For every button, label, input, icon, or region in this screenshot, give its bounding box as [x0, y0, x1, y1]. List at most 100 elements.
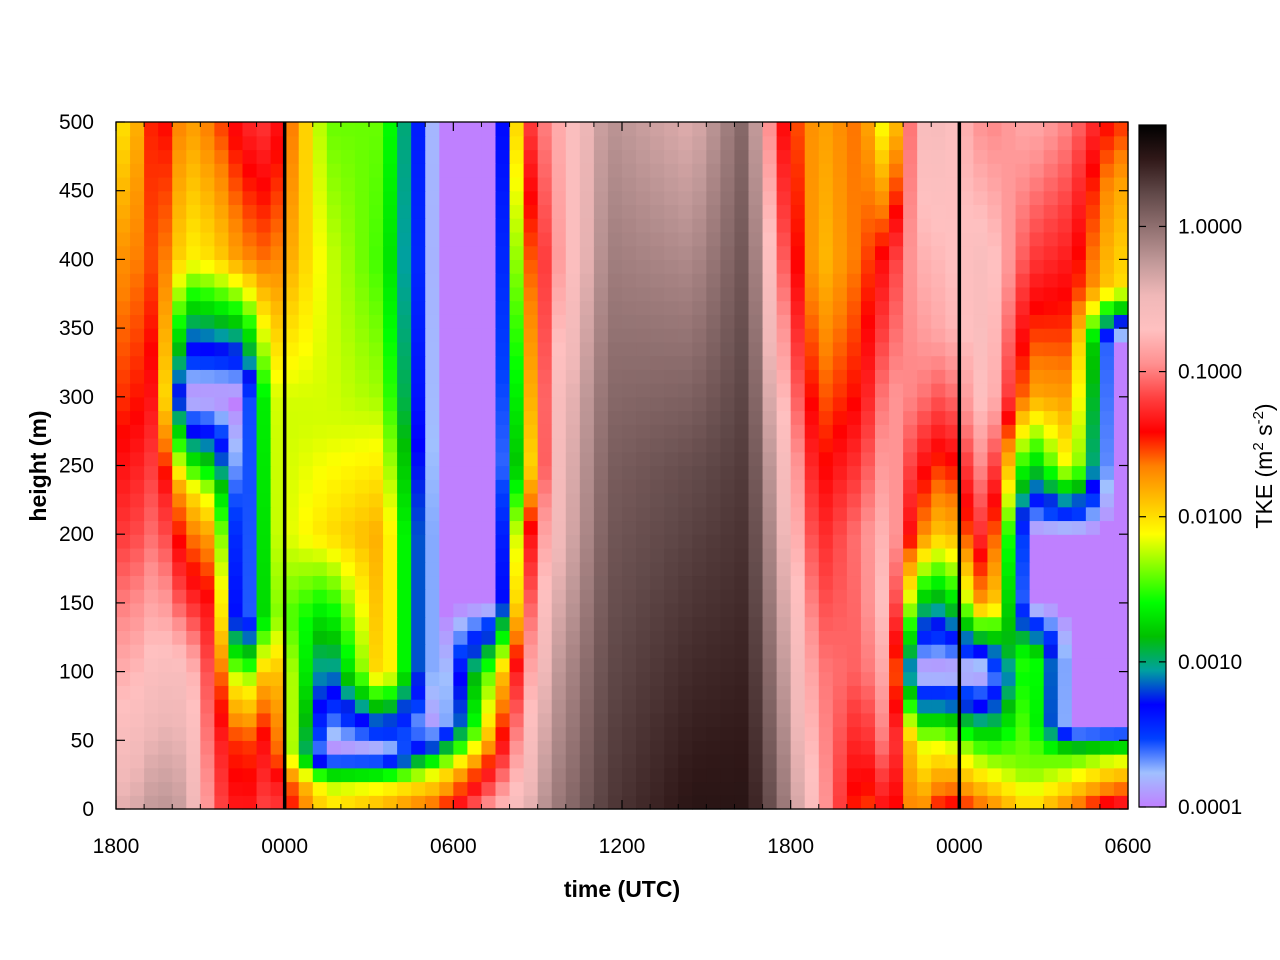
- heat-cell: [340, 671, 356, 686]
- heat-cell: [692, 506, 707, 522]
- heat-cell: [875, 383, 890, 398]
- heat-cell: [298, 259, 314, 274]
- heat-cell: [523, 424, 539, 439]
- heat-cell: [875, 231, 890, 247]
- heat-cell: [1071, 479, 1087, 494]
- heat-cell: [116, 341, 131, 357]
- heat-cell: [748, 286, 764, 302]
- heat-cell: [860, 300, 876, 315]
- heat-cell: [804, 534, 820, 549]
- heat-cell: [622, 438, 637, 453]
- heat-cell: [551, 520, 567, 535]
- heat-cell: [270, 135, 286, 151]
- heat-cell: [678, 451, 693, 467]
- heat-cell: [326, 218, 342, 233]
- heat-cell: [481, 657, 497, 673]
- heat-cell: [678, 410, 693, 425]
- heat-cell: [397, 547, 412, 563]
- heat-cell: [200, 438, 215, 453]
- heat-cell: [228, 754, 244, 769]
- heat-cell: [720, 355, 736, 370]
- heat-cell: [579, 273, 595, 288]
- heat-cell: [214, 754, 230, 769]
- heat-cell: [354, 465, 370, 480]
- heat-cell: [1015, 561, 1031, 577]
- heat-cell: [1085, 575, 1101, 590]
- heat-cell: [776, 644, 792, 659]
- heat-cell: [467, 602, 483, 618]
- heat-cell: [172, 589, 187, 604]
- heat-cell: [172, 795, 187, 810]
- heat-cell: [411, 190, 426, 206]
- heat-cell: [720, 245, 736, 260]
- heat-cell: [973, 149, 989, 164]
- heat-cell: [846, 328, 862, 343]
- heat-cell: [467, 616, 483, 631]
- heat-cell: [692, 492, 707, 508]
- heat-cell: [172, 300, 187, 315]
- heat-cell: [846, 122, 862, 137]
- heat-cell: [776, 204, 792, 219]
- heat-cell: [593, 657, 609, 673]
- heat-cell: [439, 630, 454, 645]
- heat-cell: [1113, 492, 1129, 508]
- heat-cell: [284, 699, 300, 714]
- heat-cell: [439, 149, 454, 164]
- heat-cell: [158, 218, 173, 233]
- heat-cell: [1043, 602, 1059, 618]
- heat-cell: [537, 451, 553, 467]
- heat-cell: [664, 630, 679, 645]
- heat-cell: [762, 122, 778, 137]
- heat-cell: [1029, 176, 1045, 192]
- heat-cell: [860, 355, 876, 370]
- heat-cell: [790, 231, 806, 247]
- heat-cell: [903, 561, 918, 577]
- heat-cell: [411, 300, 426, 315]
- heat-cell: [481, 286, 497, 302]
- heat-cell: [818, 410, 834, 425]
- heat-cell: [340, 383, 356, 398]
- heat-cell: [1001, 561, 1017, 577]
- heat-cell: [495, 575, 511, 590]
- heat-cell: [354, 740, 370, 755]
- heat-cell: [593, 712, 609, 728]
- heat-cell: [846, 479, 862, 494]
- heat-cell: [931, 589, 946, 604]
- heat-cell: [720, 465, 736, 480]
- heat-cell: [537, 726, 553, 741]
- heat-cell: [776, 328, 792, 343]
- heat-cell: [411, 369, 426, 384]
- heat-cell: [622, 245, 637, 260]
- heat-cell: [214, 204, 230, 219]
- heat-cell: [1043, 767, 1059, 783]
- heat-cell: [748, 424, 764, 439]
- heat-cell: [481, 492, 497, 508]
- heat-cell: [326, 712, 342, 728]
- heat-cell: [326, 561, 342, 577]
- heat-cell: [607, 341, 623, 357]
- heat-cell: [945, 630, 960, 645]
- heat-cell: [1071, 506, 1087, 522]
- heat-cell: [762, 465, 778, 480]
- heat-cell: [467, 575, 483, 590]
- heat-cell: [340, 451, 356, 467]
- heat-cell: [495, 630, 511, 645]
- heat-cell: [326, 273, 342, 288]
- heat-cell: [804, 740, 820, 755]
- heat-cell: [1001, 341, 1017, 357]
- heat-cell: [832, 286, 848, 302]
- heat-cell: [326, 341, 342, 357]
- heat-cell: [411, 204, 426, 219]
- heat-cell: [650, 506, 665, 522]
- heat-cell: [720, 547, 736, 563]
- heat-cell: [903, 245, 918, 260]
- heat-cell: [818, 699, 834, 714]
- heat-cell: [1001, 602, 1017, 618]
- heat-cell: [411, 657, 426, 673]
- heat-cell: [1029, 602, 1045, 618]
- heat-cell: [284, 671, 300, 686]
- heat-cell: [650, 781, 665, 796]
- heat-cell: [579, 781, 595, 796]
- heat-cell: [903, 602, 918, 618]
- heat-cell: [312, 424, 328, 439]
